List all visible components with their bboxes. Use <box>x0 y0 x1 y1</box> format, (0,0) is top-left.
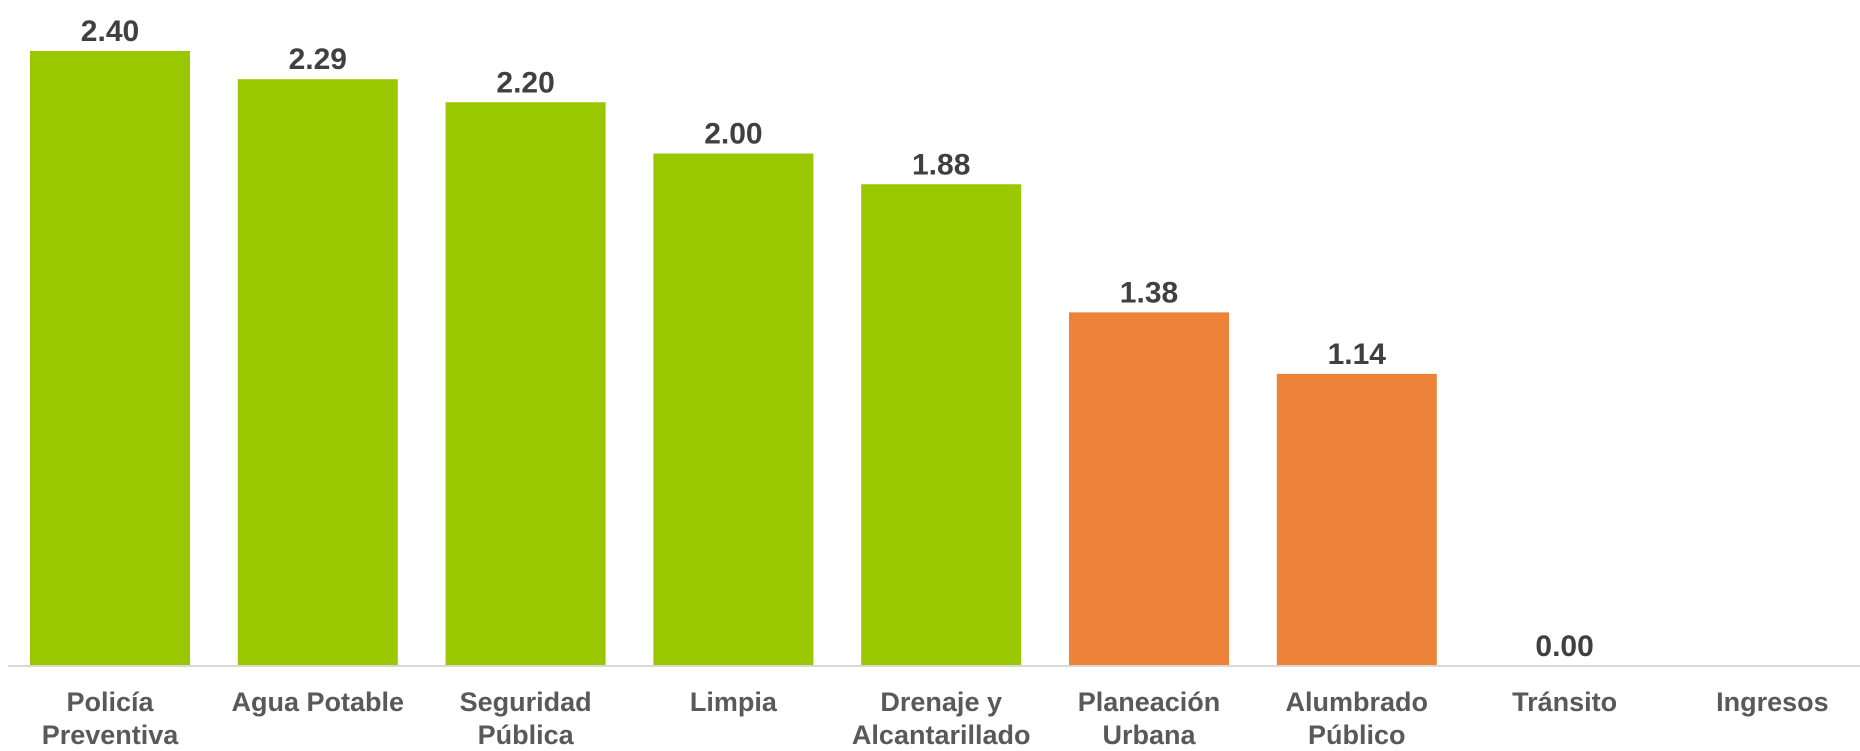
value-label-0: 2.40 <box>81 15 139 48</box>
category-label-6: Alumbrado Público <box>1286 687 1429 750</box>
value-labels-group: 2.40 2.29 2.20 2.00 1.88 1.38 1.14 0.00 <box>81 15 1594 663</box>
bar-4 <box>861 184 1022 666</box>
bar-3 <box>653 153 814 666</box>
value-label-1: 2.29 <box>289 43 347 76</box>
category-label-2: Seguridad Pública <box>460 687 592 750</box>
bars-group <box>30 51 1437 666</box>
bar-0 <box>30 51 190 666</box>
bar-2 <box>445 102 606 666</box>
category-label-3: Limpia <box>690 687 778 717</box>
bar-6 <box>1276 373 1437 666</box>
category-label-4: Drenaje y Alcantarillado <box>852 687 1031 750</box>
category-label-5: Planeación Urbana <box>1078 687 1221 750</box>
value-label-2: 2.20 <box>496 66 554 99</box>
value-label-6: 1.14 <box>1328 338 1387 371</box>
value-label-3: 2.00 <box>704 118 762 151</box>
bar-1 <box>237 79 398 666</box>
category-labels-group: Policía Preventiva Agua Potable Seguridad Pú… <box>42 687 1829 750</box>
category-label-1: Agua Potable <box>232 687 405 717</box>
value-label-7: 0.00 <box>1535 630 1593 663</box>
category-label-0: Policía Preventiva <box>42 687 180 750</box>
category-label-7: Tránsito <box>1512 687 1617 717</box>
bar-5 <box>1069 312 1229 666</box>
value-label-4: 1.88 <box>912 148 970 181</box>
value-label-5: 1.38 <box>1120 276 1178 309</box>
category-label-8: Ingresos <box>1716 687 1829 717</box>
